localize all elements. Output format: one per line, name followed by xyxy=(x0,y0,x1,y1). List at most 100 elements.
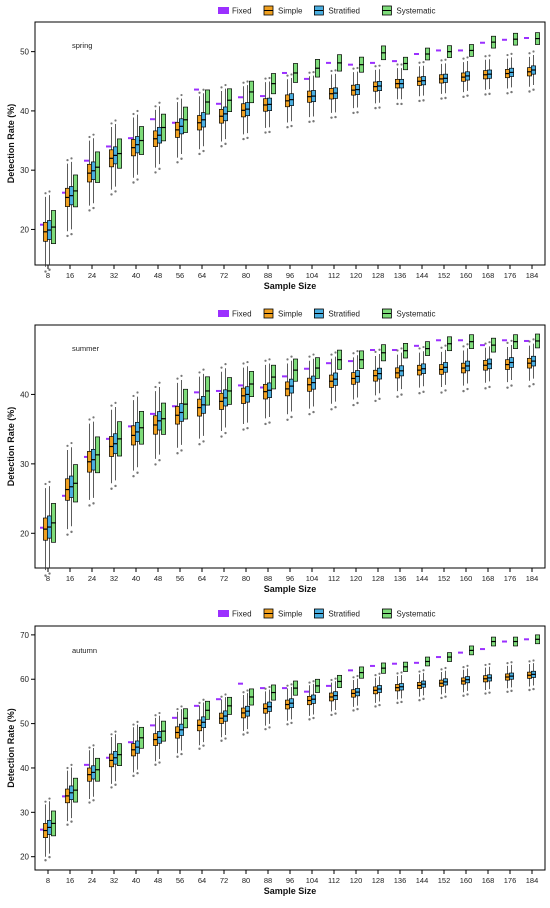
y-axis-label: Detection Rate (%) xyxy=(6,104,16,184)
fixed-mark xyxy=(282,687,287,690)
panel-label: spring xyxy=(72,41,92,50)
outlier-point xyxy=(180,449,183,452)
x-tick-label: 128 xyxy=(372,876,385,885)
x-tick-label: 32 xyxy=(110,574,118,583)
outlier-point xyxy=(246,360,249,364)
outlier-point xyxy=(154,763,157,766)
outlier-point xyxy=(158,381,161,384)
outlier-point xyxy=(374,350,377,353)
outlier-point xyxy=(176,452,179,455)
legend-item-simple: Simple xyxy=(263,608,303,619)
x-tick-label: 184 xyxy=(526,271,539,280)
outlier-point xyxy=(378,106,381,109)
fixed-mark xyxy=(216,389,221,392)
x-tick-label: 64 xyxy=(198,271,206,280)
outlier-point xyxy=(334,115,337,119)
fixed-mark xyxy=(40,828,45,831)
outlier-point xyxy=(202,88,205,91)
outlier-point xyxy=(154,171,157,174)
outlier-point xyxy=(532,338,535,341)
outlier-point xyxy=(136,471,139,474)
outlier-point xyxy=(202,744,205,747)
outlier-point xyxy=(528,688,531,692)
outlier-point xyxy=(66,444,69,447)
y-tick-label: 40 xyxy=(20,764,29,773)
x-tick-label: 120 xyxy=(350,876,363,885)
outlier-point xyxy=(176,97,179,100)
fixed-mark xyxy=(326,362,331,365)
outlier-point xyxy=(506,341,509,344)
fixed-mark xyxy=(150,412,155,415)
legend-item-systematic: Systematic xyxy=(381,608,436,619)
outlier-point xyxy=(110,404,113,407)
x-tick-label: 144 xyxy=(416,574,429,583)
fixed-mark xyxy=(106,145,111,148)
outlier-point xyxy=(378,64,381,67)
outlier-point xyxy=(356,66,359,70)
outlier-point xyxy=(444,389,447,392)
fixed-mark xyxy=(84,763,89,766)
outlier-point xyxy=(48,797,51,800)
y-tick-label: 30 xyxy=(20,460,29,469)
outlier-point xyxy=(444,695,447,698)
outlier-point xyxy=(44,859,47,862)
outlier-point xyxy=(330,69,333,73)
outlier-point xyxy=(334,69,337,72)
fixed-mark xyxy=(40,223,45,226)
outlier-point xyxy=(308,681,311,684)
outlier-point xyxy=(224,737,227,740)
outlier-point xyxy=(422,345,425,349)
outlier-point xyxy=(66,159,69,162)
fixed-mark xyxy=(326,61,331,64)
outlier-point xyxy=(154,105,157,108)
fixed-mark xyxy=(436,339,441,342)
x-axis-label: Sample Size xyxy=(264,584,317,594)
x-axis-label: Sample Size xyxy=(264,281,317,291)
outlier-point xyxy=(198,442,201,446)
outlier-point xyxy=(462,345,465,348)
outlier-point xyxy=(312,410,315,414)
outlier-point xyxy=(242,733,245,736)
outlier-point xyxy=(484,692,487,695)
fixed-mark xyxy=(216,102,221,105)
x-tick-label: 152 xyxy=(438,876,451,885)
outlier-point xyxy=(418,347,421,350)
x-tick-label: 136 xyxy=(394,876,407,885)
outlier-point xyxy=(136,720,139,724)
legend-item-simple: Simple xyxy=(263,5,303,16)
outlier-point xyxy=(422,669,425,672)
outlier-point xyxy=(444,344,447,347)
outlier-point xyxy=(396,102,399,106)
x-tick-label: 80 xyxy=(242,876,250,885)
outlier-point xyxy=(312,120,315,123)
fixed-mark xyxy=(260,386,265,389)
fixed-mark xyxy=(524,339,529,342)
x-tick-label: 56 xyxy=(176,271,184,280)
outlier-point xyxy=(312,680,315,683)
x-tick-label: 168 xyxy=(482,574,495,583)
outlier-point xyxy=(374,674,377,677)
outlier-point xyxy=(48,572,51,575)
outlier-point xyxy=(48,268,51,271)
outlier-point xyxy=(224,83,227,87)
outlier-point xyxy=(532,687,535,691)
outlier-point xyxy=(330,116,333,119)
fixed-mark xyxy=(128,137,133,140)
legend-label: Simple xyxy=(278,7,303,16)
outlier-point xyxy=(308,412,311,416)
fixed-mark xyxy=(84,455,89,458)
legend-item-stratified: Stratified xyxy=(313,308,360,319)
outlier-point xyxy=(396,701,399,705)
x-tick-label: 16 xyxy=(66,876,74,885)
x-tick-label: 168 xyxy=(482,876,495,885)
outlier-point xyxy=(510,52,513,55)
outlier-point xyxy=(132,723,135,726)
outlier-point xyxy=(202,368,205,371)
outlier-point xyxy=(88,135,91,139)
outlier-point xyxy=(352,111,355,115)
outlier-point xyxy=(290,415,293,419)
x-tick-label: 24 xyxy=(88,876,96,885)
x-tick-label: 88 xyxy=(264,574,272,583)
outlier-point xyxy=(198,747,201,750)
legend-label: Systematic xyxy=(396,610,435,619)
